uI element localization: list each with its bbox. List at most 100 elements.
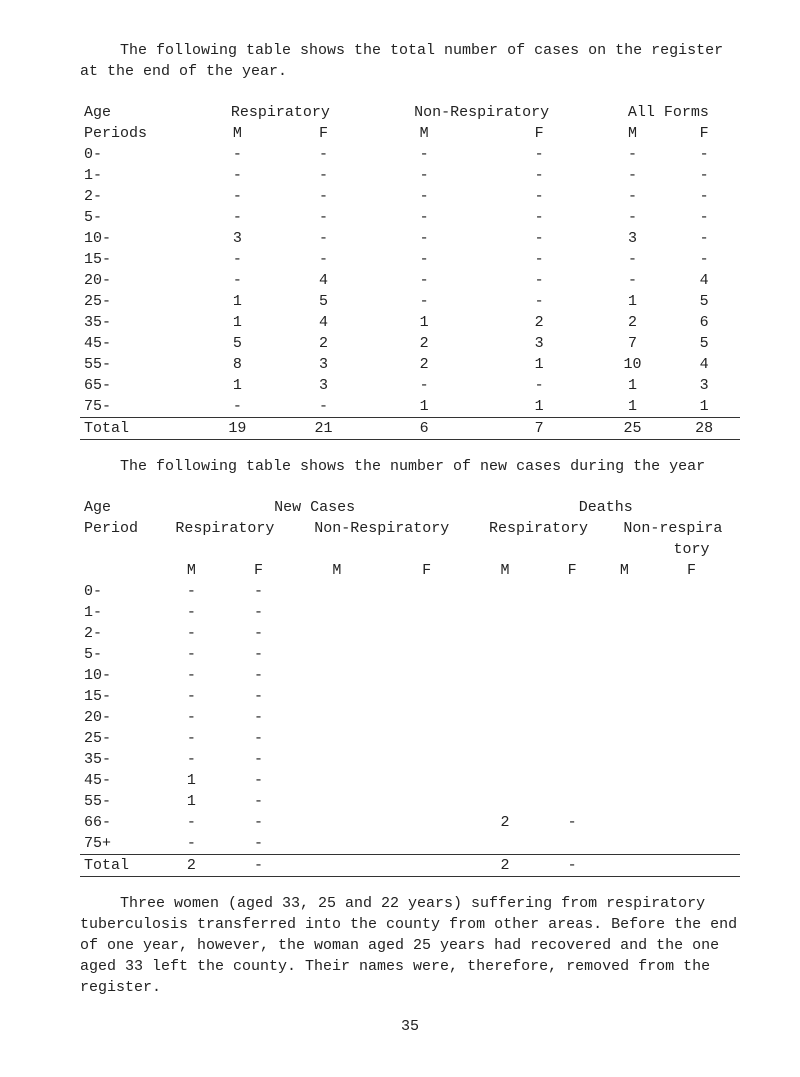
- t2-m2: M: [292, 560, 382, 581]
- t2-sub-new-nr: Non-Respiratory: [292, 518, 471, 539]
- t2-cell: [539, 602, 606, 623]
- t1-age-period: 2-: [80, 186, 194, 207]
- t2-age-period: 45-: [80, 770, 158, 791]
- t1-cell: -: [482, 270, 597, 291]
- t1-cell: -: [597, 186, 669, 207]
- t2-cell: [292, 770, 382, 791]
- t1-cell: -: [482, 228, 597, 249]
- t2-cell: [643, 770, 740, 791]
- t2-cell: [382, 812, 472, 833]
- t1-cell: 1: [367, 312, 482, 333]
- t2-m3: M: [471, 560, 538, 581]
- t2-cell: -: [158, 686, 225, 707]
- t2-tot-4: [382, 855, 472, 877]
- t2-cell: [539, 707, 606, 728]
- t2-age-period: 15-: [80, 686, 158, 707]
- t1-cell: -: [194, 396, 280, 418]
- t1-cell: -: [482, 207, 597, 228]
- t1-cell: -: [668, 186, 740, 207]
- t1-cell: -: [367, 291, 482, 312]
- t2-cell: [606, 581, 643, 602]
- t1-cell: -: [194, 144, 280, 165]
- t2-cell: [606, 665, 643, 686]
- t1-cell: -: [482, 375, 597, 396]
- t2-cell: -: [539, 812, 606, 833]
- t2-m4: M: [606, 560, 643, 581]
- t2-cell: [382, 707, 472, 728]
- t1-cell: 3: [668, 375, 740, 396]
- t1-age-period: 1-: [80, 165, 194, 186]
- t2-hdr-period: Period: [80, 518, 158, 539]
- t2-cell: [643, 665, 740, 686]
- t2-cell: [643, 644, 740, 665]
- t2-tot-6: -: [539, 855, 606, 877]
- t1-cell: -: [367, 165, 482, 186]
- t1-cell: 4: [280, 270, 366, 291]
- t1-cell: -: [597, 270, 669, 291]
- t2-cell: [292, 812, 382, 833]
- t2-total-label: Total: [80, 855, 158, 877]
- t2-cell: [539, 581, 606, 602]
- t2-cell: [643, 707, 740, 728]
- t2-cell: [292, 749, 382, 770]
- t2-cell: -: [225, 602, 292, 623]
- t2-cell: [292, 728, 382, 749]
- t1-cell: 1: [482, 354, 597, 375]
- t2-cell: 1: [158, 791, 225, 812]
- t1-cell: 1: [367, 396, 482, 418]
- t1-cell: 5: [668, 333, 740, 354]
- t1-total-c2: 21: [280, 418, 366, 440]
- t1-cell: 1: [597, 396, 669, 418]
- t1-cell: 1: [597, 375, 669, 396]
- t2-cell: [471, 707, 538, 728]
- t2-age-period: 2-: [80, 623, 158, 644]
- t1-cell: 1: [194, 291, 280, 312]
- t2-cell: [606, 728, 643, 749]
- t2-sub-d-nr: Non-respira: [606, 518, 740, 539]
- t1-cell: 2: [280, 333, 366, 354]
- t2-cell: [606, 749, 643, 770]
- t2-cell: [382, 623, 472, 644]
- t2-cell: -: [225, 623, 292, 644]
- t2-tot-2: -: [225, 855, 292, 877]
- t2-cell: [539, 770, 606, 791]
- t1-cell: -: [597, 207, 669, 228]
- t1-cell: -: [280, 228, 366, 249]
- t2-cell: -: [225, 770, 292, 791]
- t1-cell: 10: [597, 354, 669, 375]
- hdr-non-respiratory: Non-Respiratory: [367, 96, 597, 123]
- t2-cell: [292, 623, 382, 644]
- t2-cell: -: [225, 833, 292, 855]
- t2-cell: [643, 686, 740, 707]
- t2-cell: [471, 665, 538, 686]
- t2-age-period: 75+: [80, 833, 158, 855]
- t1-age-period: 10-: [80, 228, 194, 249]
- t1-cell: 3: [597, 228, 669, 249]
- t1-cell: -: [482, 249, 597, 270]
- t2-cell: -: [158, 623, 225, 644]
- t1-cell: 5: [668, 291, 740, 312]
- t1-cell: 2: [482, 312, 597, 333]
- t1-cell: -: [367, 375, 482, 396]
- t1-cell: 2: [367, 354, 482, 375]
- t1-cell: 1: [194, 375, 280, 396]
- t1-age-period: 25-: [80, 291, 194, 312]
- t2-cell: [539, 665, 606, 686]
- t1-cell: 3: [482, 333, 597, 354]
- t2-cell: [471, 749, 538, 770]
- t2-cell: [606, 707, 643, 728]
- t1-cell: -: [668, 165, 740, 186]
- t2-age-period: 1-: [80, 602, 158, 623]
- t1-cell: -: [597, 144, 669, 165]
- t2-cell: [539, 833, 606, 855]
- t2-cell: [643, 749, 740, 770]
- hdr-all-forms: All Forms: [597, 96, 740, 123]
- t2-cell: [606, 833, 643, 855]
- t2-age-period: 5-: [80, 644, 158, 665]
- t1-cell: -: [482, 165, 597, 186]
- t2-cell: -: [225, 665, 292, 686]
- t1-cell: -: [367, 249, 482, 270]
- t2-age-period: 10-: [80, 665, 158, 686]
- t2-sub-new-resp: Respiratory: [158, 518, 292, 539]
- t2-cell: [292, 602, 382, 623]
